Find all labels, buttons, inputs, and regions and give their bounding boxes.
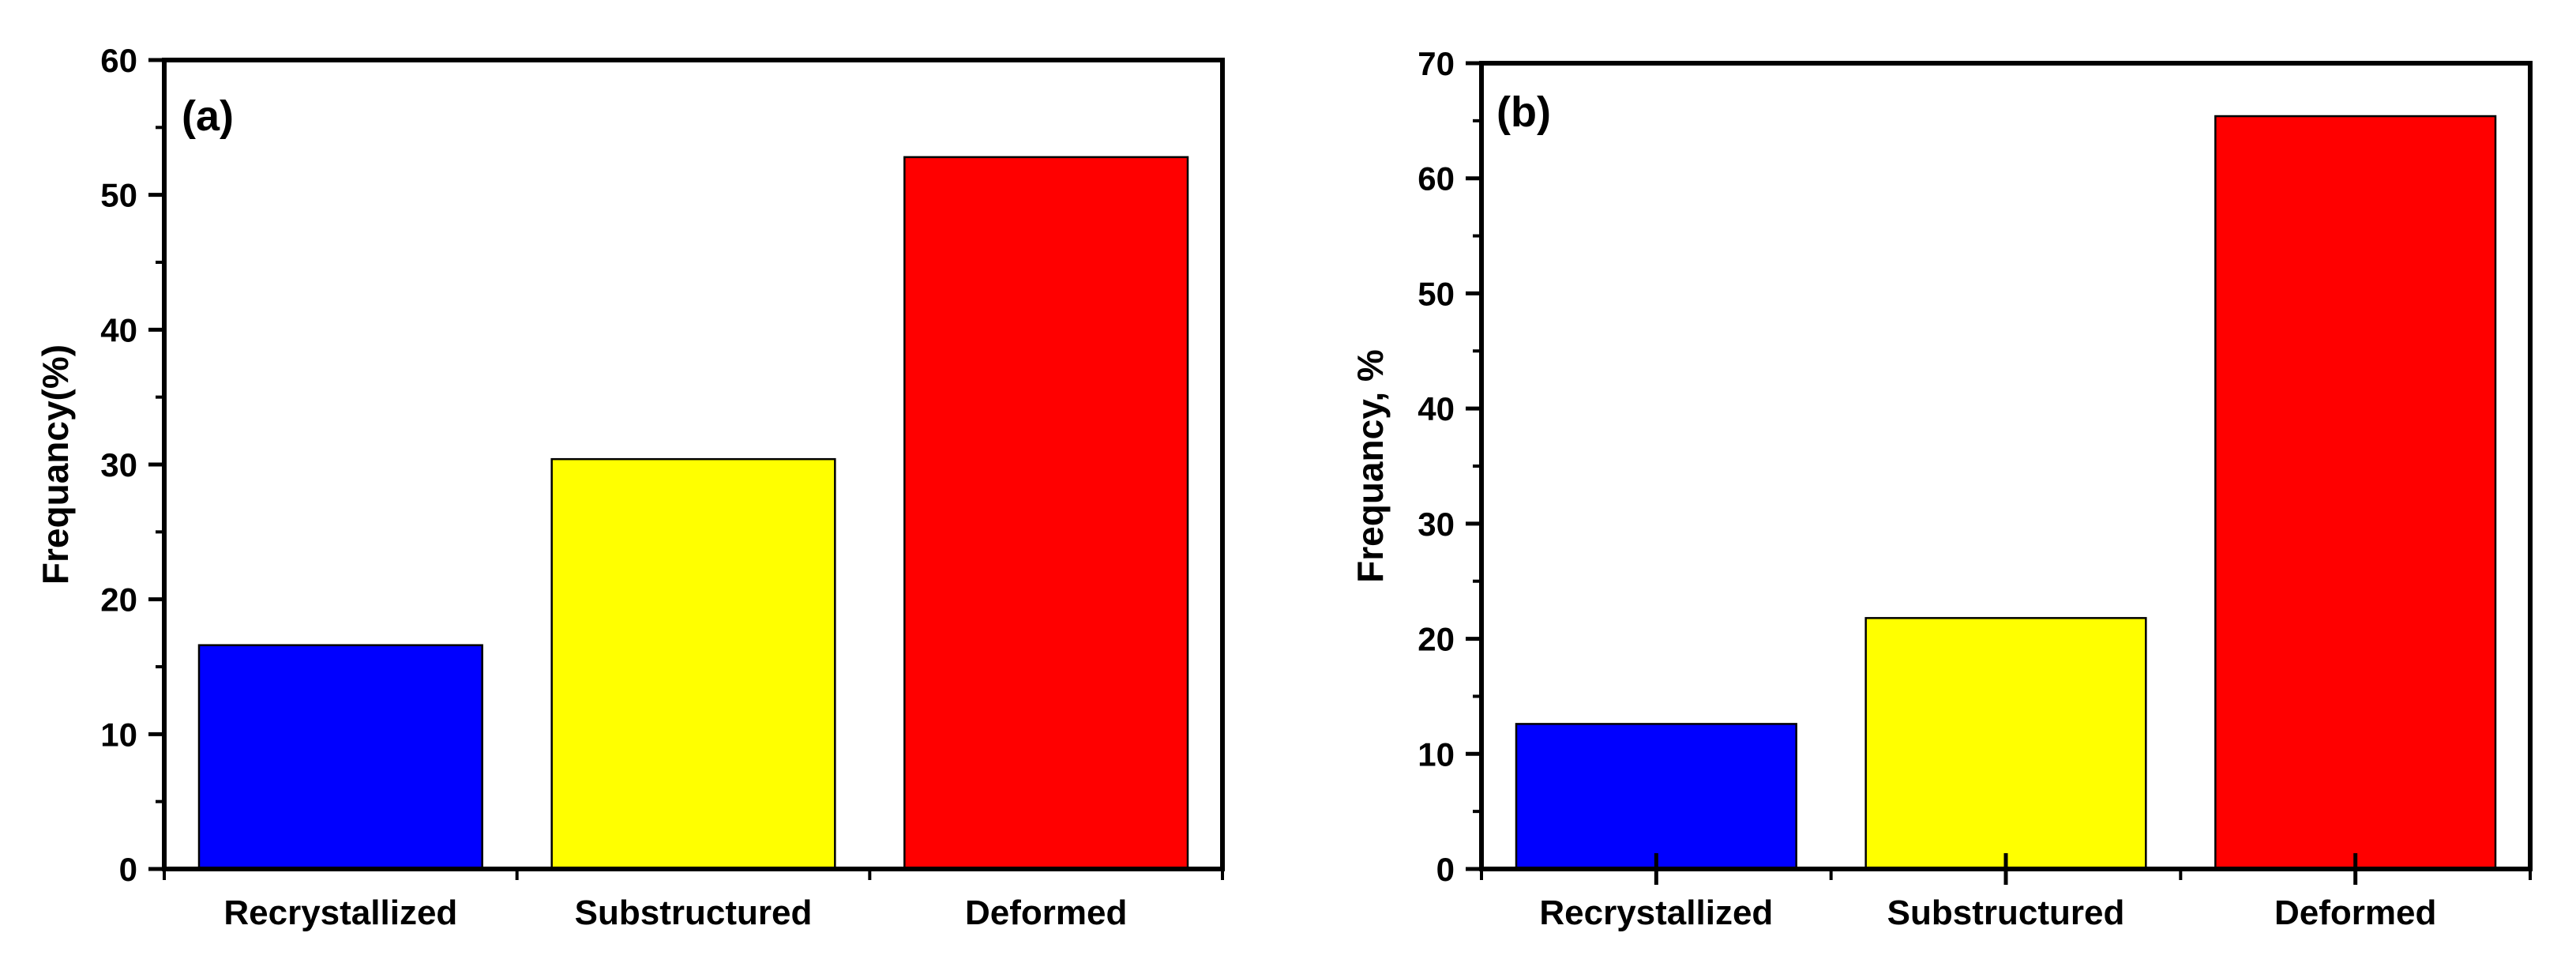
y-tick-label: 60 (1418, 160, 1455, 197)
bar-substructured (550, 457, 836, 871)
x-category-label: Recrystallized (223, 893, 457, 932)
y-tick-label: 0 (119, 851, 137, 888)
y-tick-label: 40 (100, 311, 137, 348)
bar-deformed (2214, 115, 2497, 871)
bars (1515, 115, 2497, 871)
axis-ticks (1466, 61, 2532, 885)
y-tick-labels: 0 10 20 30 40 50 60 70 (1418, 45, 1455, 888)
bar-recrystallized (1515, 723, 1797, 871)
bar-deformed (903, 156, 1189, 871)
y-tick-label: 70 (1418, 45, 1455, 82)
chart-panel-a: 0 10 20 30 40 50 60 Recrystallized Substructure… (35, 42, 1225, 932)
y-tick-label: 30 (1418, 506, 1455, 543)
x-category-labels: Recrystallized Substructured Deformed (223, 893, 1127, 932)
x-category-label: Substructured (575, 893, 813, 932)
y-tick-label: 10 (1418, 735, 1455, 773)
y-axis-title: Frequancy, % (1350, 349, 1391, 583)
chart-panel-b: 0 10 20 30 40 50 60 70 Recrystallized Substructu… (1350, 45, 2533, 932)
y-tick-labels: 0 10 20 30 40 50 60 (100, 42, 137, 888)
x-category-label: Deformed (2274, 893, 2436, 932)
bar-recrystallized (197, 644, 483, 871)
panel-label: (a) (182, 92, 234, 140)
x-category-label: Substructured (1887, 893, 2125, 932)
x-category-label: Recrystallized (1539, 893, 1773, 932)
y-tick-label: 30 (100, 446, 137, 483)
y-tick-label: 10 (100, 716, 137, 753)
bars (197, 156, 1189, 871)
bar-substructured (1864, 617, 2147, 871)
panel-label: (b) (1496, 88, 1551, 136)
x-category-label: Deformed (965, 893, 1127, 932)
y-tick-label: 50 (1418, 275, 1455, 312)
y-tick-label: 20 (1418, 621, 1455, 658)
y-tick-label: 50 (100, 177, 137, 214)
y-tick-label: 0 (1436, 851, 1455, 888)
y-tick-label: 40 (1418, 390, 1455, 427)
y-axis-title: Frequancy(%) (35, 344, 76, 585)
y-tick-label: 60 (100, 42, 137, 79)
axis-ticks (148, 58, 1224, 880)
y-tick-label: 20 (100, 581, 137, 619)
x-category-labels: Recrystallized Substructured Deformed (1539, 893, 2436, 932)
